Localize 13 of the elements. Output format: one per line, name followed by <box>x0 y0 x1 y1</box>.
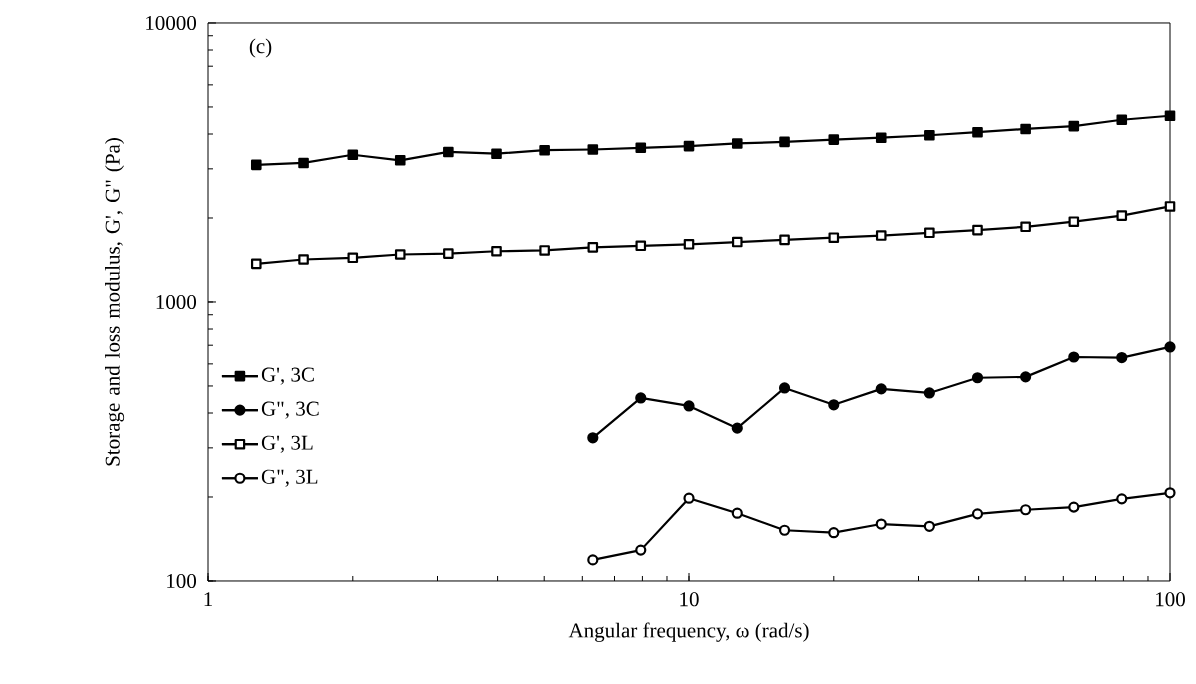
x-tick-label: 100 <box>1156 592 1185 607</box>
annotation: (c) <box>249 38 272 58</box>
x-tick-label: 10 <box>680 592 699 607</box>
x-tick-label: 1 <box>204 592 212 607</box>
x-axis-title: Angular frequency, ω (rad/s) <box>568 622 809 642</box>
legend-label: G', 3L <box>261 435 313 453</box>
legend-label: G", 3C <box>261 401 319 419</box>
y-tick-label: 100 <box>167 573 197 589</box>
legend-label: G', 3C <box>261 367 314 385</box>
y-axis-title: Storage and loss modulus, G', G" (Pa) <box>105 138 125 466</box>
y-tick-label: 1000 <box>156 294 197 310</box>
legend-label: G", 3L <box>261 469 318 487</box>
y-tick-label: 10000 <box>146 15 197 31</box>
